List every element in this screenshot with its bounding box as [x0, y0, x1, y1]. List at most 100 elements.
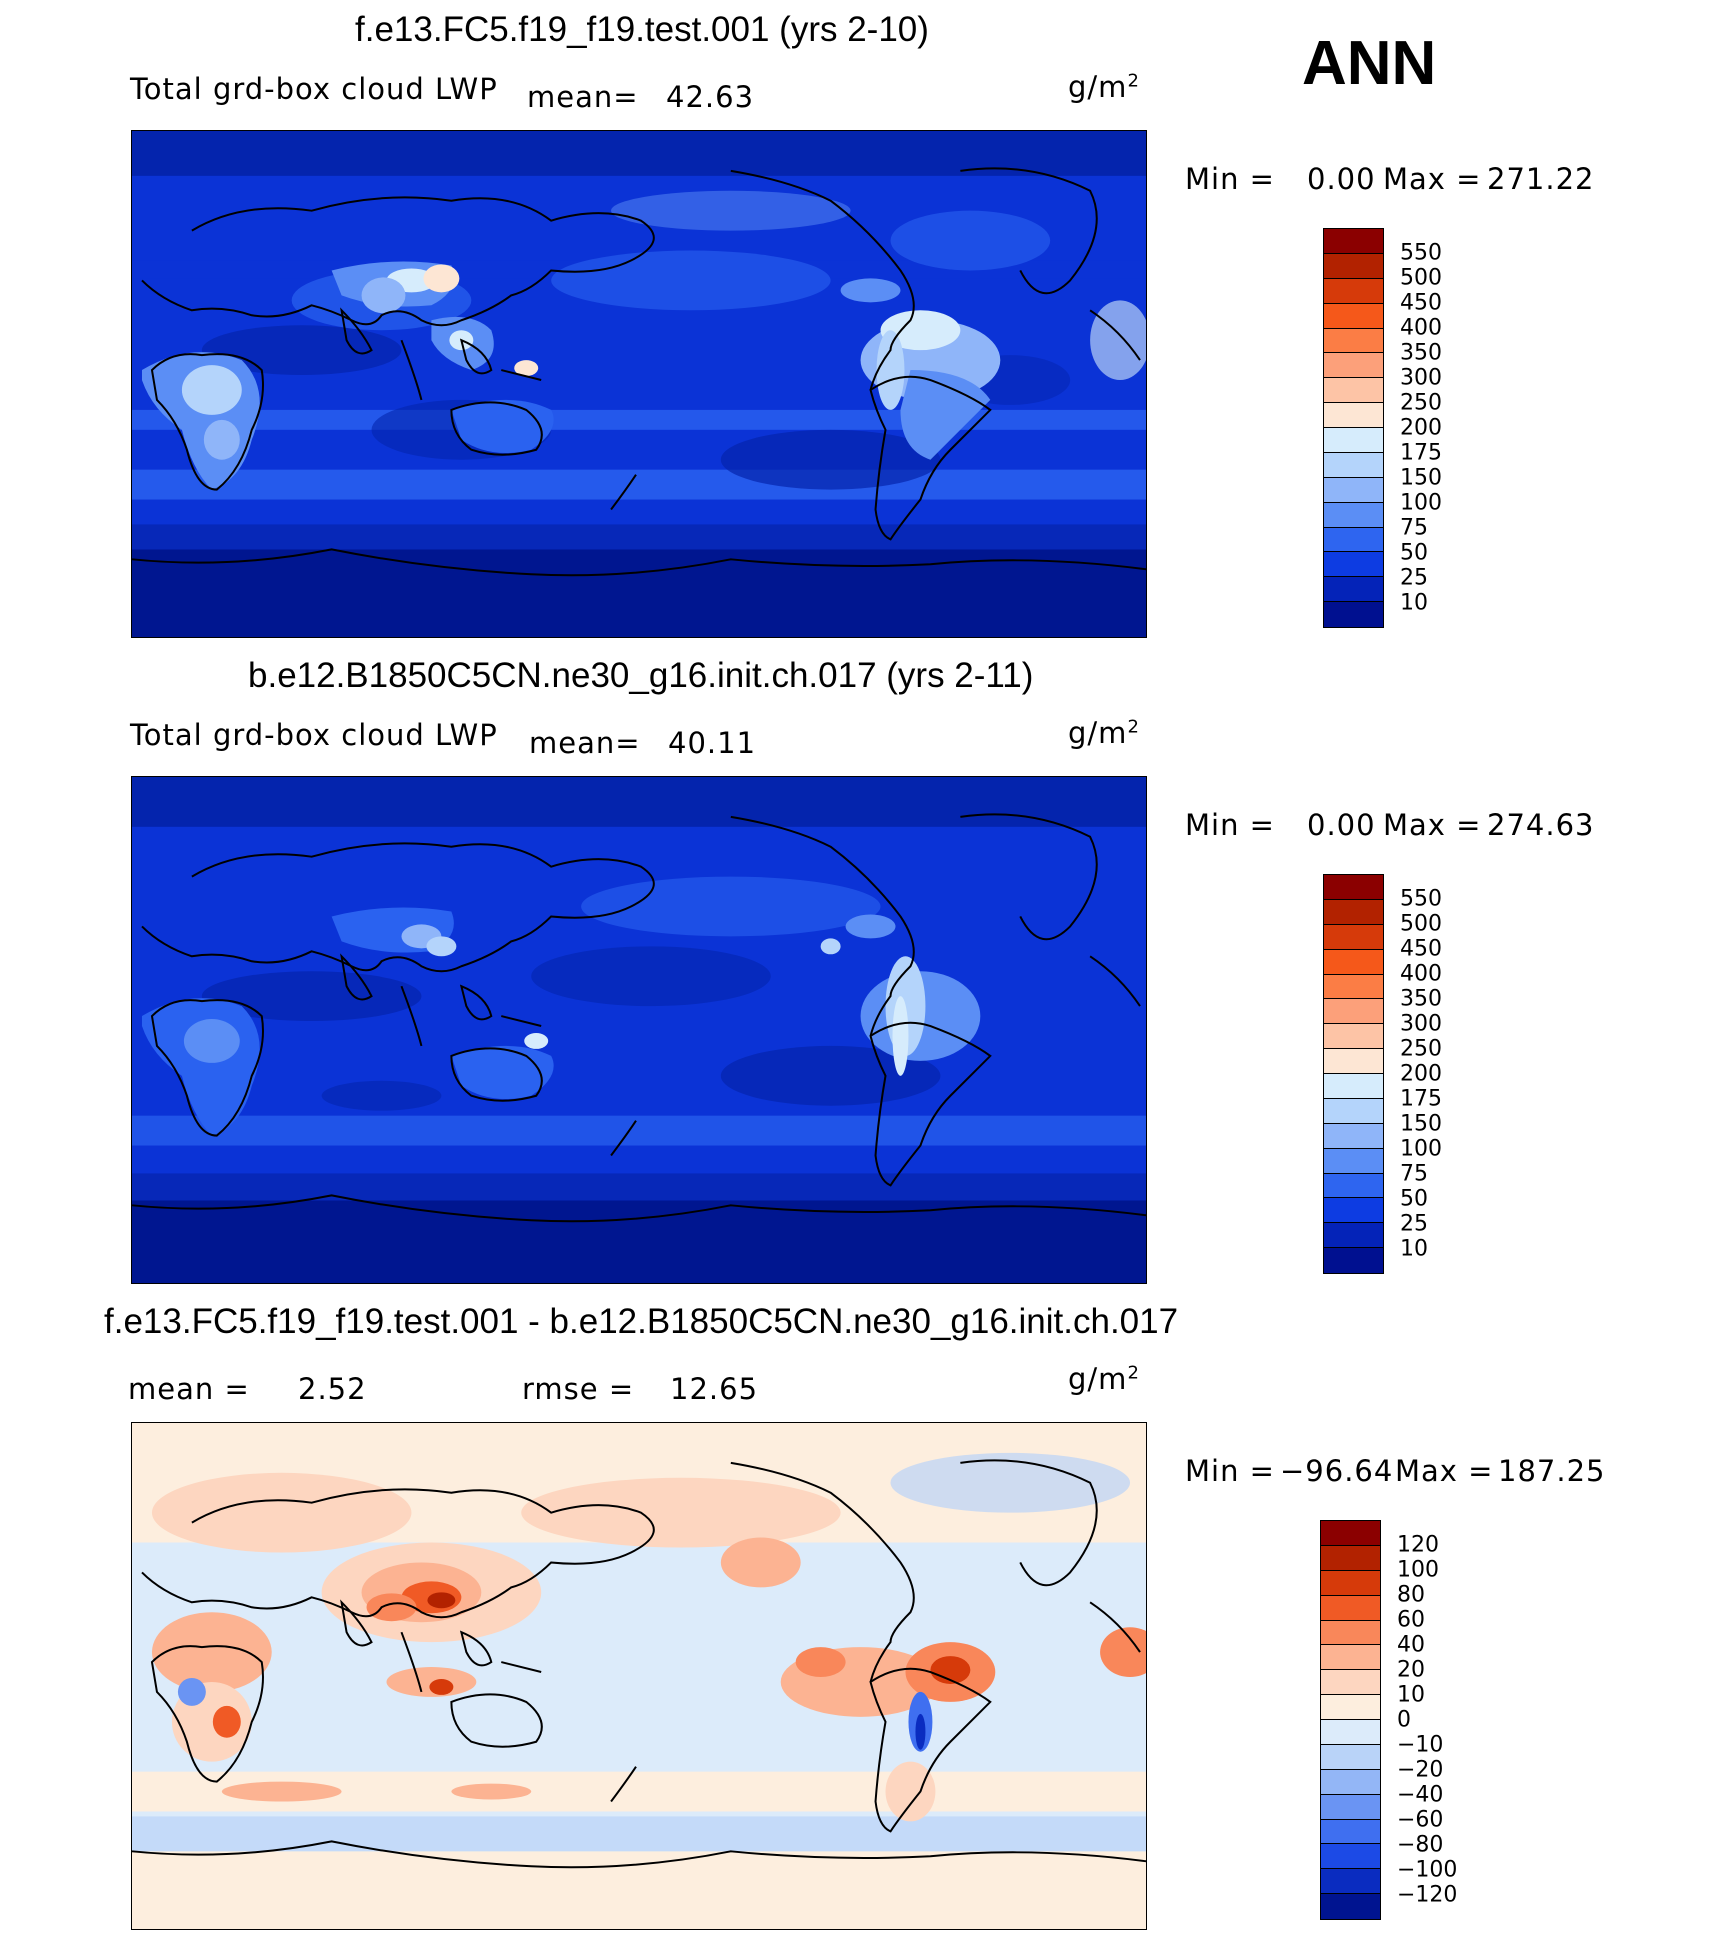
panel-2-variable: Total grd-box cloud LWP	[130, 718, 498, 752]
panel-3-rmse-label: rmse =	[522, 1372, 635, 1406]
colorbar-tick-label: −20	[1397, 1757, 1444, 1783]
colorbar-tick-label: 60	[1397, 1607, 1425, 1633]
colorbar-tick-label: 100	[1400, 1136, 1442, 1162]
colorbar-swatch	[1321, 1894, 1380, 1919]
colorbar-swatch	[1324, 1198, 1383, 1224]
colorbar-swatch	[1321, 1794, 1380, 1820]
panel-3-colorbar-labels: 120 100 80 60 40 20 10 0 −10 −20 −40 −60 −80 −100 −120	[1397, 1520, 1497, 1920]
colorbar-swatch	[1324, 378, 1383, 404]
colorbar-tick-label: −80	[1397, 1832, 1444, 1858]
colorbar-swatch	[1324, 899, 1383, 925]
colorbar-tick-label: 20	[1397, 1657, 1425, 1683]
panel-3-min-value: −96.64	[1280, 1454, 1394, 1488]
colorbar-tick-label: −10	[1397, 1732, 1444, 1758]
colorbar-tick-label: 80	[1397, 1582, 1425, 1608]
colorbar-tick-label: 100	[1397, 1557, 1439, 1583]
colorbar-swatch	[1324, 452, 1383, 478]
colorbar-swatch	[1321, 1670, 1380, 1696]
panel-2-min-label: Min =	[1185, 808, 1275, 842]
season-label: ANN	[1302, 29, 1437, 98]
panel-1-map	[131, 130, 1147, 638]
colorbar-tick-label: 400	[1400, 961, 1442, 987]
colorbar-swatch	[1324, 527, 1383, 553]
panel-1-unit: g/m2	[1068, 70, 1140, 104]
colorbar-swatch	[1321, 1844, 1380, 1870]
colorbar-swatch	[1324, 577, 1383, 603]
colorbar-swatch	[1324, 477, 1383, 503]
colorbar-tick-label: 175	[1400, 440, 1442, 466]
colorbar-tick-label: 120	[1397, 1532, 1439, 1558]
colorbar-swatch	[1324, 999, 1383, 1025]
colorbar-tick-label: 10	[1400, 590, 1428, 616]
panel-1-mean-label: mean=	[527, 80, 639, 114]
colorbar-swatch	[1324, 1098, 1383, 1124]
panel-3-min-label: Min =	[1185, 1454, 1275, 1488]
colorbar-tick-label: 450	[1400, 290, 1442, 316]
colorbar-tick-label: 500	[1400, 265, 1442, 291]
colorbar-tick-label: 550	[1400, 240, 1442, 266]
colorbar-tick-label: 500	[1400, 911, 1442, 937]
colorbar-swatch	[1324, 303, 1383, 329]
colorbar-tick-label: 75	[1400, 515, 1428, 541]
panel-3-mean-value: 2.52	[298, 1372, 367, 1406]
colorbar-swatch	[1321, 1720, 1380, 1745]
panel-2-title: b.e12.B1850C5CN.ne30_g16.init.ch.017 (yr…	[248, 656, 1034, 695]
colorbar-tick-label: 100	[1400, 490, 1442, 516]
panel-3-unit: g/m2	[1068, 1362, 1140, 1396]
colorbar-tick-label: 150	[1400, 1111, 1442, 1137]
panel-3-map	[131, 1422, 1147, 1930]
panel-3-max-value: 187.25	[1498, 1454, 1606, 1488]
colorbar-swatch	[1324, 278, 1383, 304]
colorbar-swatch	[1324, 328, 1383, 354]
colorbar-tick-label: 25	[1400, 1211, 1428, 1237]
colorbar-tick-label: 400	[1400, 315, 1442, 341]
panel-2-mean-label: mean=	[529, 726, 641, 760]
panel-1-min-value: 0.00	[1307, 162, 1376, 196]
panel-2-max-value: 274.63	[1487, 808, 1595, 842]
colorbar-tick-label: 50	[1400, 1186, 1428, 1212]
colorbar-swatch	[1324, 1074, 1383, 1099]
colorbar-tick-label: 250	[1400, 1036, 1442, 1062]
colorbar-tick-label: −120	[1397, 1882, 1458, 1908]
colorbar-swatch	[1324, 1049, 1383, 1074]
colorbar-swatch	[1321, 1521, 1380, 1546]
colorbar-swatch	[1321, 1695, 1380, 1720]
colorbar-swatch	[1324, 502, 1383, 528]
colorbar-swatch	[1324, 949, 1383, 975]
colorbar-swatch	[1324, 253, 1383, 279]
colorbar-tick-label: 350	[1400, 340, 1442, 366]
colorbar-tick-label: 450	[1400, 936, 1442, 962]
panel-3-max-label: Max =	[1395, 1454, 1494, 1488]
colorbar-swatch	[1324, 1173, 1383, 1199]
colorbar-tick-label: 75	[1400, 1161, 1428, 1187]
panel-2-max-label: Max =	[1383, 808, 1482, 842]
panel-2-unit: g/m2	[1068, 716, 1140, 750]
colorbar-swatch	[1324, 1223, 1383, 1249]
colorbar-tick-label: 200	[1400, 415, 1442, 441]
colorbar-swatch	[1321, 1819, 1380, 1845]
colorbar-swatch	[1321, 1595, 1380, 1621]
colorbar-tick-label: 250	[1400, 390, 1442, 416]
colorbar-tick-label: −100	[1397, 1857, 1458, 1883]
colorbar-swatch	[1321, 1545, 1380, 1571]
colorbar-tick-label: 175	[1400, 1086, 1442, 1112]
panel-1-min-label: Min =	[1185, 162, 1275, 196]
panel-3-colorbar	[1320, 1520, 1381, 1920]
colorbar-tick-label: 10	[1397, 1682, 1425, 1708]
colorbar-swatch	[1324, 353, 1383, 379]
colorbar-swatch	[1324, 229, 1383, 254]
colorbar-swatch	[1324, 974, 1383, 1000]
colorbar-tick-label: 0	[1397, 1707, 1411, 1733]
colorbar-tick-label: 300	[1400, 1011, 1442, 1037]
colorbar-tick-label: 350	[1400, 986, 1442, 1012]
colorbar-swatch	[1324, 552, 1383, 578]
colorbar-tick-label: 200	[1400, 1061, 1442, 1087]
panel-1-variable: Total grd-box cloud LWP	[130, 72, 498, 106]
colorbar-tick-label: −40	[1397, 1782, 1444, 1808]
panel-2-mean-value: 40.11	[668, 726, 757, 760]
colorbar-swatch	[1324, 403, 1383, 428]
colorbar-swatch	[1324, 428, 1383, 453]
colorbar-swatch	[1324, 602, 1383, 627]
colorbar-swatch	[1321, 1869, 1380, 1895]
panel-2-colorbar	[1323, 874, 1384, 1274]
